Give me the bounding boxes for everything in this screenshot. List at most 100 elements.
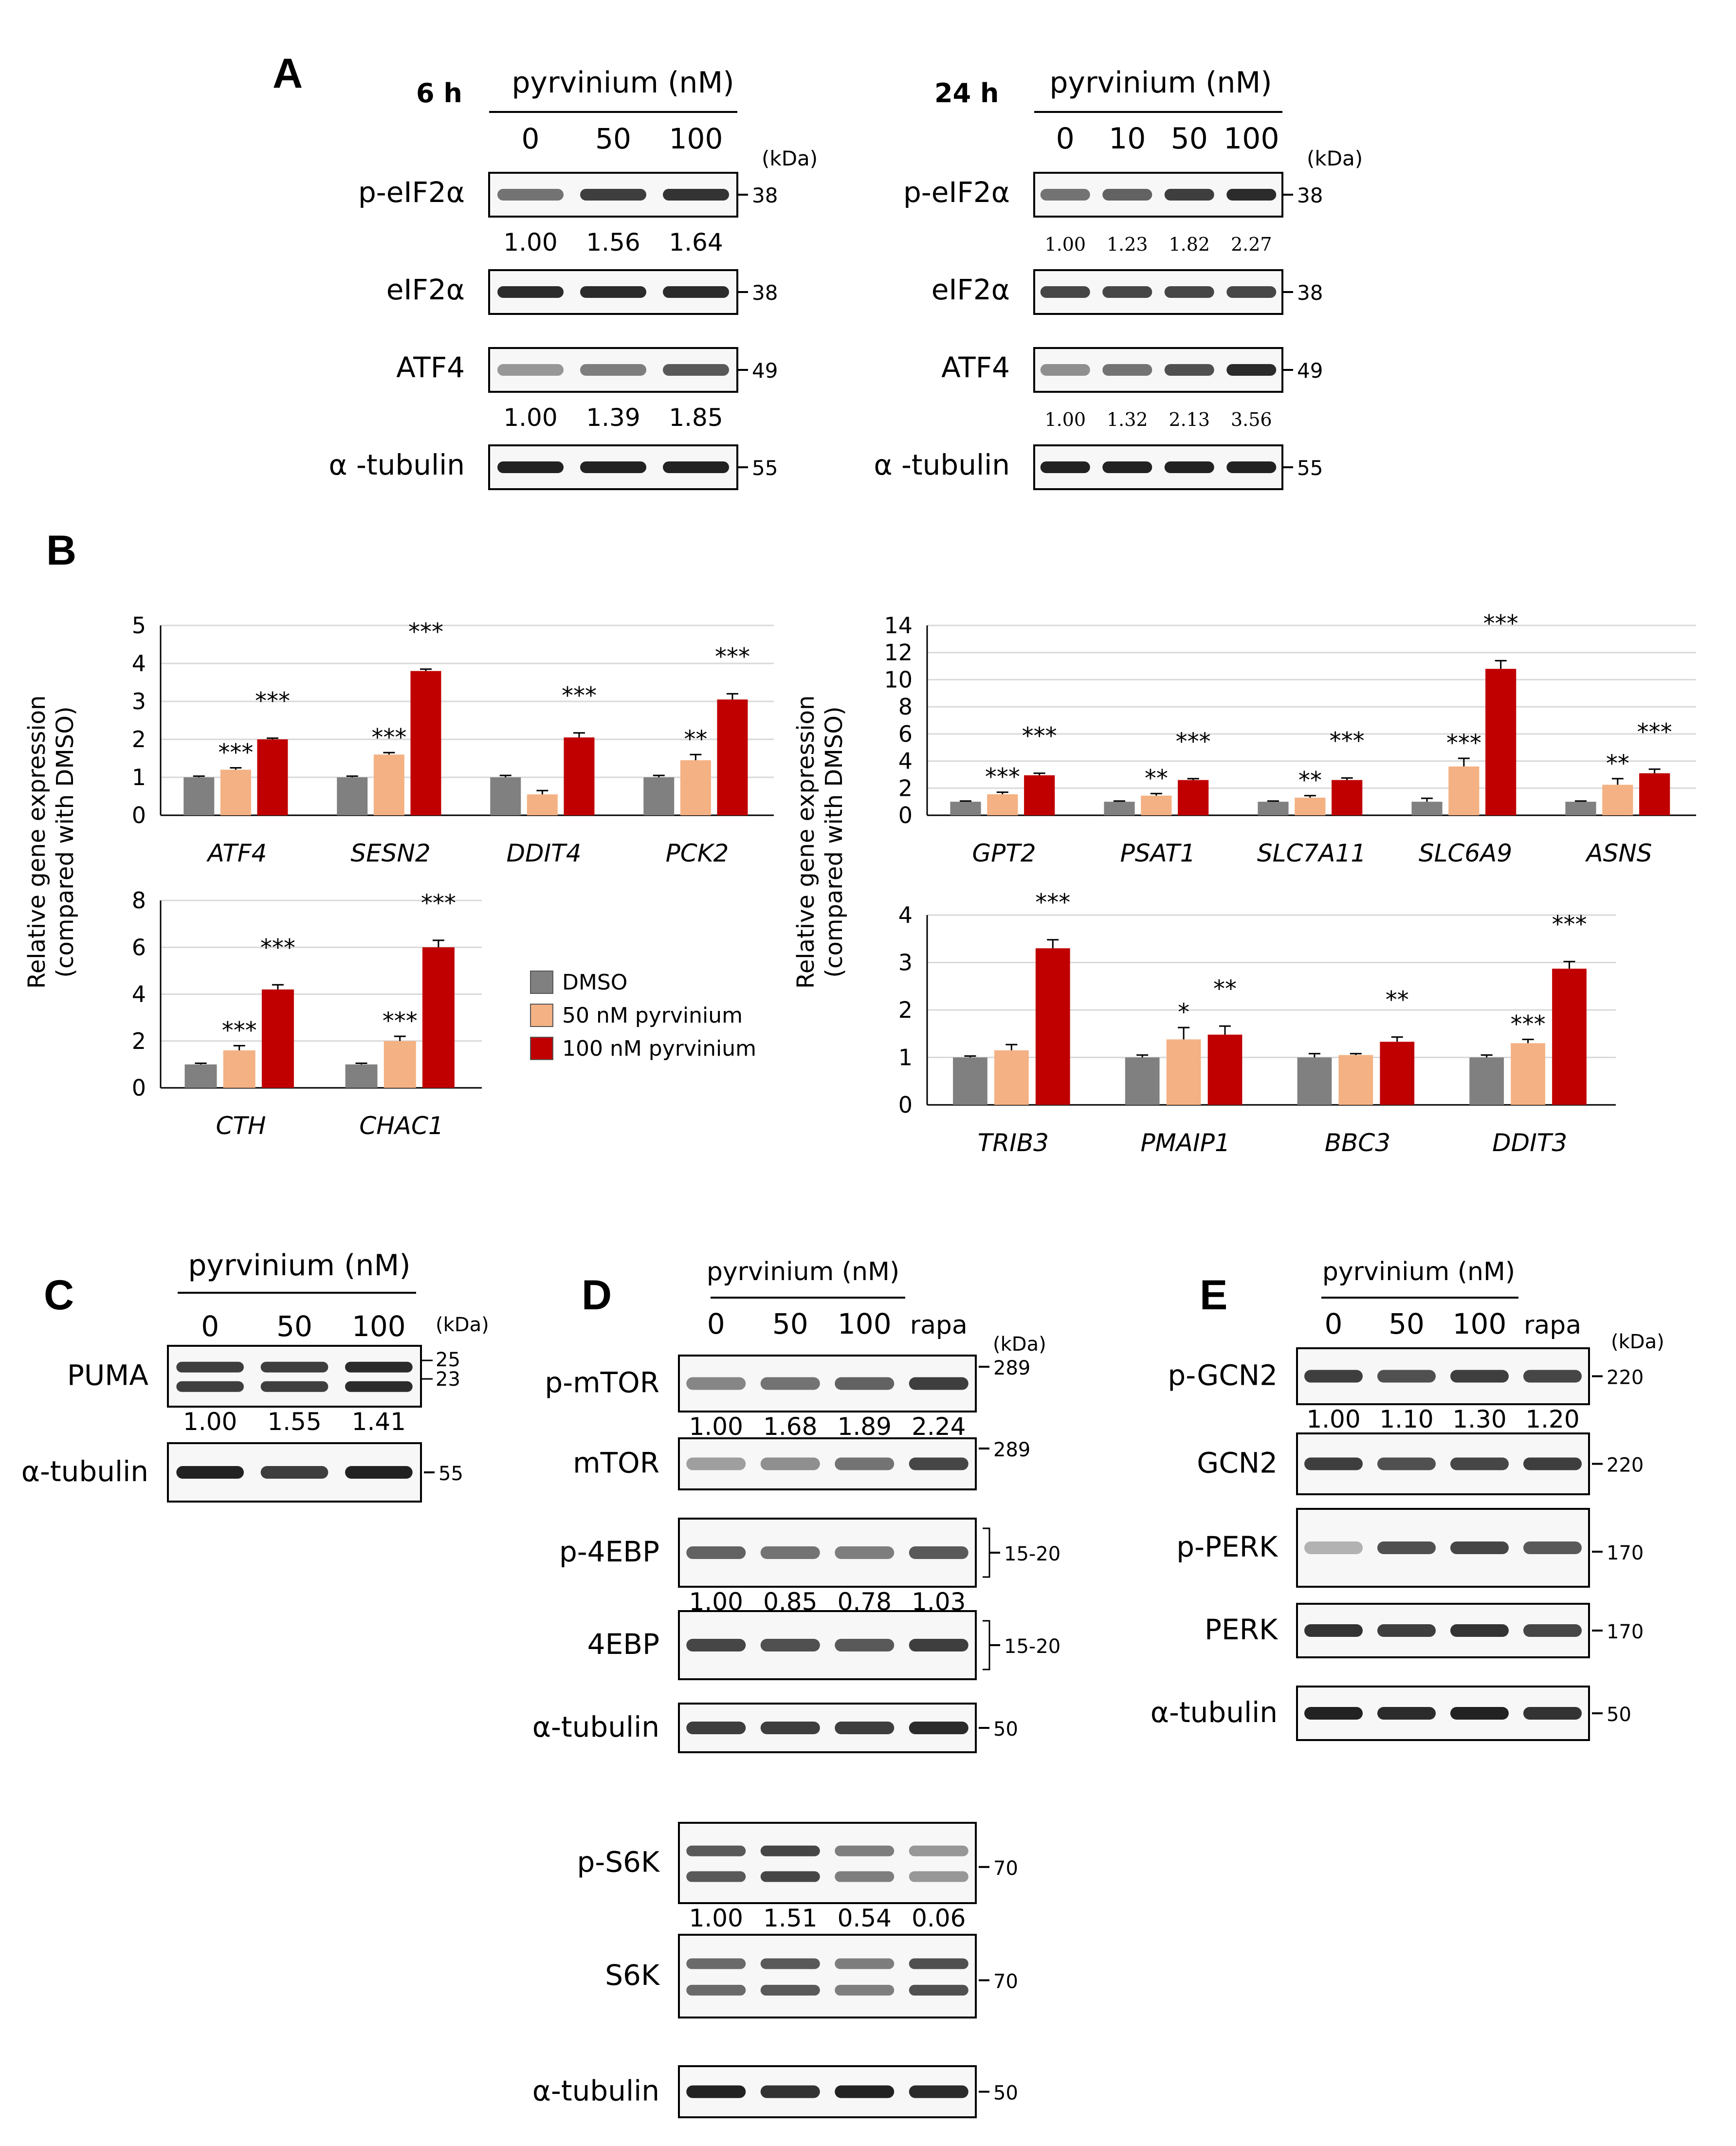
band — [345, 1466, 413, 1479]
panel-d: pyrvinium (nM) 0 50 100 rapa (kDa) p-mTOR 289 1.… — [532, 1257, 1060, 2118]
blot-label: eIF2α — [932, 273, 1010, 306]
significance-marker: ** — [1145, 765, 1168, 792]
quant-value: 2.27 — [1231, 234, 1272, 255]
band — [686, 1457, 746, 1470]
y-tick-label: 2 — [898, 775, 913, 801]
quant-value: 1.20 — [1525, 1405, 1579, 1433]
panel-label-e: E — [1200, 1272, 1227, 1319]
kda-marker: 25 — [436, 1349, 460, 1371]
kda-marker: 170 — [1607, 1621, 1644, 1643]
y-tick-label: 1 — [132, 764, 146, 790]
kda-unit: (kDa) — [993, 1333, 1046, 1356]
significance-marker: *** — [1511, 1010, 1546, 1038]
significance-marker: *** — [1035, 889, 1070, 917]
band — [835, 1845, 895, 1856]
band — [1304, 1707, 1363, 1720]
kda-marker: 289 — [993, 1439, 1030, 1461]
dose-label: 50 — [1171, 122, 1208, 156]
kda-marker: 220 — [1607, 1454, 1644, 1477]
band — [909, 1457, 969, 1470]
gene-label: DDIT3 — [1492, 1129, 1567, 1157]
blot-row: α -tubulin 55 — [329, 444, 778, 490]
kda-marker: 50 — [993, 1718, 1018, 1741]
band — [497, 189, 564, 201]
dose-label: 100 — [1453, 1307, 1507, 1340]
treatment-header: pyrvinium (nM) — [707, 1257, 899, 1286]
band — [760, 1984, 820, 1996]
quant-value: 1.00 — [689, 1412, 743, 1441]
significance-marker: *** — [985, 764, 1020, 791]
blot-label: α -tubulin — [329, 448, 465, 481]
band — [1102, 461, 1152, 473]
y-tick-label: 2 — [898, 997, 913, 1023]
panel-label-d: D — [582, 1272, 612, 1319]
dose-label: 50 — [772, 1307, 808, 1340]
blot-row: PERK 170 — [1205, 1603, 1644, 1658]
significance-marker: *** — [260, 934, 295, 961]
kda-unit: (kDa) — [436, 1314, 489, 1336]
bar — [1639, 773, 1670, 815]
kda-marker: 220 — [1607, 1367, 1644, 1389]
significance-marker: *** — [371, 724, 406, 751]
quant-value: 1.00 — [1306, 1405, 1360, 1433]
band — [663, 286, 729, 298]
band — [909, 1377, 969, 1390]
band — [1450, 1457, 1509, 1470]
band — [835, 1457, 895, 1470]
bar — [1411, 802, 1443, 815]
significance-marker: *** — [1022, 723, 1057, 750]
quant-value: 1.00 — [1044, 234, 1086, 255]
blot-label: ATF4 — [396, 351, 465, 384]
blot-label: PERK — [1205, 1613, 1279, 1646]
significance-marker: *** — [1176, 728, 1211, 755]
bar — [1125, 1057, 1160, 1105]
band — [835, 1377, 895, 1390]
kda-marker: 70 — [993, 1857, 1018, 1880]
gene-label: PCK2 — [666, 839, 729, 867]
band — [686, 1871, 746, 1882]
band — [760, 2085, 820, 2098]
band — [835, 1958, 895, 1969]
gene-label: PSAT1 — [1120, 839, 1196, 867]
significance-marker: ** — [1386, 987, 1409, 1014]
quant-value: 1.00 — [183, 1408, 237, 1436]
significance-marker: *** — [255, 688, 290, 715]
significance-marker: *** — [562, 682, 597, 710]
band — [1102, 189, 1152, 201]
bar — [1178, 780, 1209, 815]
band — [1164, 286, 1214, 298]
dose-label: 0 — [522, 122, 540, 155]
quant-value: 0.54 — [838, 1904, 892, 1932]
gene-label: GPT2 — [972, 839, 1036, 867]
y-tick-label: 0 — [898, 802, 913, 828]
quant-value: 1.68 — [763, 1412, 817, 1441]
blot-row: α-tubulin 55 — [21, 1442, 463, 1503]
band — [835, 1871, 895, 1882]
panel-label-c: C — [44, 1272, 74, 1319]
blot-row: α-tubulin 50 — [532, 2065, 1018, 2118]
y-tick-label: 8 — [132, 887, 146, 914]
quant-value: 1.64 — [669, 228, 723, 257]
blot-row: p-eIF2α 38 1.00 1.56 1.64 — [358, 172, 778, 257]
legend-swatch — [530, 971, 553, 994]
kda-marker: 49 — [752, 359, 778, 383]
bar — [490, 777, 521, 815]
band — [1102, 364, 1152, 376]
band — [686, 1984, 746, 1996]
band — [686, 1639, 746, 1651]
bar — [1141, 795, 1172, 815]
band — [176, 1381, 244, 1392]
band — [1304, 1624, 1363, 1637]
blot-row: eIF2α 38 — [932, 269, 1323, 315]
bar — [680, 760, 711, 815]
blot-label: p-PERK — [1176, 1530, 1279, 1563]
chart-legend: DMSO 50 nM pyrvinium 100 nM pyrvinium — [530, 970, 756, 1061]
blot-membrane — [678, 1822, 977, 1904]
band — [1040, 286, 1090, 298]
gene-label: PMAIP1 — [1141, 1129, 1230, 1157]
blot-label: α-tubulin — [21, 1455, 148, 1488]
blot-row: mTOR 289 — [573, 1437, 1030, 1490]
band — [909, 1722, 969, 1734]
blot-label: 4EBP — [587, 1628, 659, 1661]
